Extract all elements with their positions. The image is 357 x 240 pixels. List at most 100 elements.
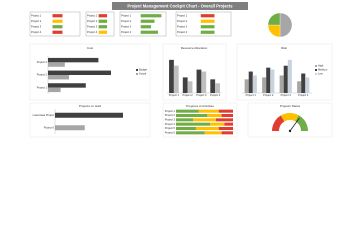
legend-label: Budget bbox=[139, 68, 148, 72]
table-bar bbox=[98, 30, 107, 34]
page: Project Management Cockpit Chart - Overa… bbox=[29, 2, 333, 138]
table-bar bbox=[140, 14, 162, 18]
bar-segment bbox=[176, 131, 205, 135]
bar bbox=[262, 77, 267, 93]
bar-segment bbox=[176, 118, 194, 122]
bar bbox=[301, 73, 306, 93]
bar bbox=[55, 112, 123, 118]
row-label: Project 4 bbox=[121, 30, 132, 34]
bar-segment bbox=[218, 126, 233, 131]
gauge-band bbox=[272, 115, 285, 131]
bar-segment bbox=[176, 126, 196, 131]
x-tick-label: Project 2 bbox=[183, 93, 194, 97]
table-bar bbox=[140, 30, 158, 34]
x-tick-label: Project 4 bbox=[210, 93, 221, 97]
bar bbox=[48, 83, 86, 88]
bar bbox=[187, 81, 193, 93]
table-bar bbox=[200, 30, 215, 34]
bar bbox=[48, 57, 99, 63]
legend-swatch bbox=[315, 73, 317, 75]
gauge-hub bbox=[288, 129, 292, 133]
bar bbox=[169, 59, 174, 93]
bar-segment bbox=[207, 113, 222, 118]
table-bar bbox=[140, 25, 152, 29]
table-bar bbox=[98, 25, 107, 29]
bar-segment bbox=[204, 131, 222, 135]
panel-title: Risk bbox=[281, 46, 287, 50]
legend-label: Medium bbox=[318, 68, 327, 72]
panel bbox=[162, 43, 227, 101]
bar bbox=[201, 71, 207, 93]
row-label: Project 1 bbox=[177, 13, 188, 17]
bar bbox=[283, 65, 288, 93]
table-bar bbox=[200, 25, 215, 29]
panel-title: Projects on Hold bbox=[79, 104, 101, 108]
bar-segment bbox=[210, 122, 225, 126]
y-tick-label: Project 3 bbox=[165, 118, 176, 122]
bar bbox=[210, 79, 216, 93]
panel bbox=[247, 102, 333, 138]
x-tick-label: Project 3 bbox=[281, 93, 292, 97]
bar bbox=[297, 81, 302, 93]
page-title: Project Management Cockpit Chart - Overa… bbox=[127, 3, 233, 8]
row-label: Project 2 bbox=[177, 19, 188, 23]
x-tick-label: Project 3 bbox=[196, 93, 207, 97]
y-tick-label: Project 2 bbox=[37, 73, 48, 77]
row-label: Project 4 bbox=[87, 30, 98, 34]
x-tick-label: Project 1 bbox=[169, 93, 180, 97]
bar bbox=[48, 70, 111, 75]
row-label: Project 3 bbox=[31, 24, 42, 28]
legend-swatch bbox=[315, 65, 317, 67]
pie-slice bbox=[267, 12, 281, 26]
table-bar bbox=[52, 30, 63, 34]
bar bbox=[305, 77, 310, 93]
row-label: Project 3 bbox=[87, 24, 98, 28]
panel bbox=[162, 102, 238, 138]
bar-segment bbox=[198, 109, 219, 113]
bar-segment bbox=[193, 118, 216, 122]
title-bar bbox=[112, 2, 248, 10]
legend-swatch bbox=[136, 73, 138, 75]
panel-title: Cost bbox=[87, 46, 93, 50]
bar-segment bbox=[195, 126, 219, 131]
panel-title: Resource Allocation bbox=[181, 46, 208, 50]
row-label: Project 1 bbox=[31, 13, 42, 17]
row-label: Project 3 bbox=[177, 24, 188, 28]
dashboard: Project Management Cockpit Chart - Overa… bbox=[29, 2, 333, 138]
bar bbox=[279, 75, 284, 93]
row-label: Project 1 bbox=[121, 13, 132, 17]
bar bbox=[48, 75, 69, 80]
table-bar bbox=[200, 14, 215, 18]
panel bbox=[29, 102, 151, 138]
table-bar bbox=[200, 19, 215, 23]
bar bbox=[252, 75, 257, 93]
x-tick-label: Project 1 bbox=[246, 93, 257, 97]
pie-slice bbox=[267, 24, 281, 38]
y-tick-label: Project 6 bbox=[44, 125, 55, 129]
bar-segment bbox=[176, 109, 199, 113]
bar-segment bbox=[221, 113, 233, 118]
bar bbox=[248, 71, 253, 93]
bar-segment bbox=[218, 109, 233, 113]
table-bar bbox=[52, 19, 63, 23]
y-tick-label: Lowercase Project bbox=[33, 113, 55, 117]
legend-swatch bbox=[136, 69, 138, 71]
row-label: Project 2 bbox=[121, 19, 132, 23]
y-tick-label: Project 6 bbox=[165, 131, 176, 135]
bar bbox=[215, 83, 220, 93]
table-bar bbox=[52, 25, 63, 29]
row-label: Project 2 bbox=[87, 19, 98, 23]
bar bbox=[48, 87, 61, 93]
bar bbox=[182, 77, 188, 93]
bar bbox=[196, 69, 202, 93]
bar bbox=[270, 69, 275, 93]
panel-title: Progress of Activities bbox=[186, 104, 214, 108]
panel bbox=[29, 43, 151, 101]
bar-segment bbox=[176, 113, 208, 118]
legend-label: Actual bbox=[139, 72, 147, 76]
legend-label: High bbox=[318, 64, 324, 68]
table-bar bbox=[98, 19, 107, 23]
row-label: Project 1 bbox=[87, 13, 98, 17]
row-label: Project 2 bbox=[31, 19, 42, 23]
table-bar bbox=[52, 14, 63, 18]
